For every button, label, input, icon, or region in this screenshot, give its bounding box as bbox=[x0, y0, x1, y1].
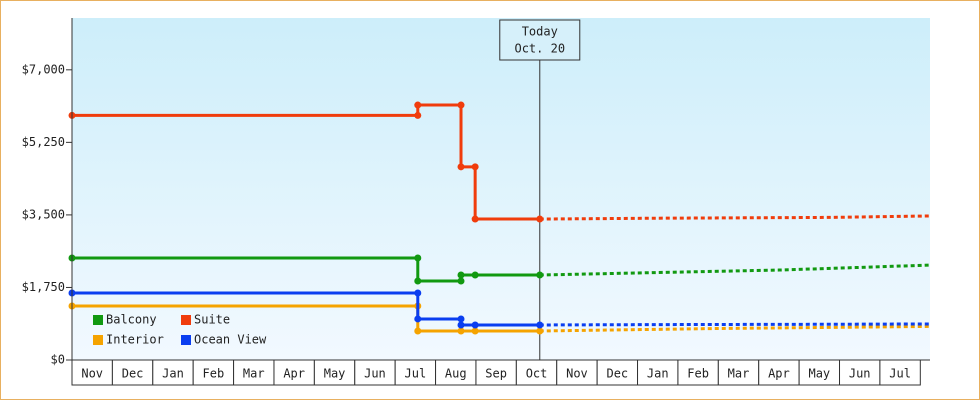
price-point bbox=[536, 327, 544, 335]
price-point bbox=[457, 163, 465, 171]
price-point bbox=[457, 271, 465, 279]
x-tick-label: Jul bbox=[889, 367, 911, 381]
x-cell bbox=[717, 359, 760, 386]
price-line bbox=[72, 304, 540, 333]
x-cell bbox=[152, 359, 194, 386]
today-date: Oct. 20 bbox=[514, 42, 565, 56]
price-point bbox=[414, 315, 422, 323]
legend-label: Balcony bbox=[106, 313, 157, 327]
price-point bbox=[414, 277, 422, 285]
x-cell bbox=[556, 359, 598, 386]
y-tick-label: $5,250 bbox=[22, 135, 65, 149]
price-point bbox=[457, 277, 465, 285]
forecast-line bbox=[539, 324, 931, 333]
price-point bbox=[414, 101, 422, 109]
price-point bbox=[536, 215, 544, 223]
legend-label: Ocean View bbox=[194, 333, 267, 347]
legend-label: Interior bbox=[106, 333, 164, 347]
legend-label: Suite bbox=[194, 313, 230, 327]
y-tick-label: $7,000 bbox=[22, 62, 65, 76]
x-tick-label: Feb bbox=[203, 367, 225, 381]
today-box bbox=[499, 19, 581, 61]
price-point bbox=[414, 327, 422, 335]
price-point bbox=[471, 321, 479, 329]
x-cell bbox=[111, 359, 154, 386]
x-tick-label: Apr bbox=[283, 367, 305, 381]
x-tick-label: Dec bbox=[122, 367, 144, 381]
x-tick-label: Jan bbox=[162, 367, 184, 381]
x-cell bbox=[394, 359, 437, 386]
x-cell bbox=[233, 359, 275, 386]
price-point bbox=[414, 111, 422, 119]
x-cell bbox=[313, 359, 356, 386]
x-cell bbox=[273, 359, 315, 386]
price-point bbox=[471, 215, 479, 223]
price-point bbox=[457, 315, 465, 323]
x-tick-label: Nov bbox=[566, 367, 588, 381]
x-tick-label: Dec bbox=[606, 367, 628, 381]
y-tick-label: $0 bbox=[51, 353, 65, 367]
price-point bbox=[457, 327, 465, 335]
x-tick-label: Feb bbox=[687, 367, 709, 381]
y-tick-label: $3,500 bbox=[22, 207, 65, 221]
forecast-line bbox=[539, 214, 931, 221]
x-tick-label: May bbox=[324, 367, 346, 381]
price-point bbox=[457, 101, 465, 109]
x-tick-label: Sep bbox=[485, 367, 507, 381]
x-tick-label: Jul bbox=[405, 367, 427, 381]
x-tick-label: Jun bbox=[849, 367, 871, 381]
forecast-line bbox=[539, 263, 931, 277]
legend-swatch bbox=[181, 335, 191, 345]
price-point bbox=[414, 254, 422, 262]
price-point bbox=[471, 271, 479, 279]
x-cell bbox=[798, 359, 841, 386]
x-cell bbox=[71, 359, 113, 386]
x-tick-label: Nov bbox=[81, 367, 103, 381]
price-point bbox=[536, 321, 544, 329]
x-tick-label: Jun bbox=[364, 367, 386, 381]
price-point bbox=[536, 271, 544, 279]
x-cell bbox=[515, 359, 558, 386]
x-tick-label: May bbox=[808, 367, 830, 381]
price-point bbox=[471, 163, 479, 171]
today-label: Today bbox=[522, 25, 558, 39]
x-tick-label: Apr bbox=[768, 367, 790, 381]
x-cell bbox=[596, 359, 639, 386]
x-tick-label: Jan bbox=[647, 367, 669, 381]
legend-swatch bbox=[93, 335, 103, 345]
price-point bbox=[457, 321, 465, 329]
legend-swatch bbox=[93, 315, 103, 325]
y-tick-label: $1,750 bbox=[22, 280, 65, 294]
x-tick-label: Mar bbox=[243, 367, 265, 381]
x-tick-label: Aug bbox=[445, 367, 467, 381]
legend-swatch bbox=[181, 315, 191, 325]
x-cell bbox=[475, 359, 517, 386]
price-point bbox=[471, 327, 479, 335]
x-tick-label: Mar bbox=[728, 367, 750, 381]
plot-area bbox=[72, 18, 930, 360]
price-point bbox=[414, 289, 422, 297]
x-tick-label: Oct bbox=[526, 367, 548, 381]
x-cell bbox=[879, 359, 921, 386]
x-cell bbox=[758, 359, 800, 386]
